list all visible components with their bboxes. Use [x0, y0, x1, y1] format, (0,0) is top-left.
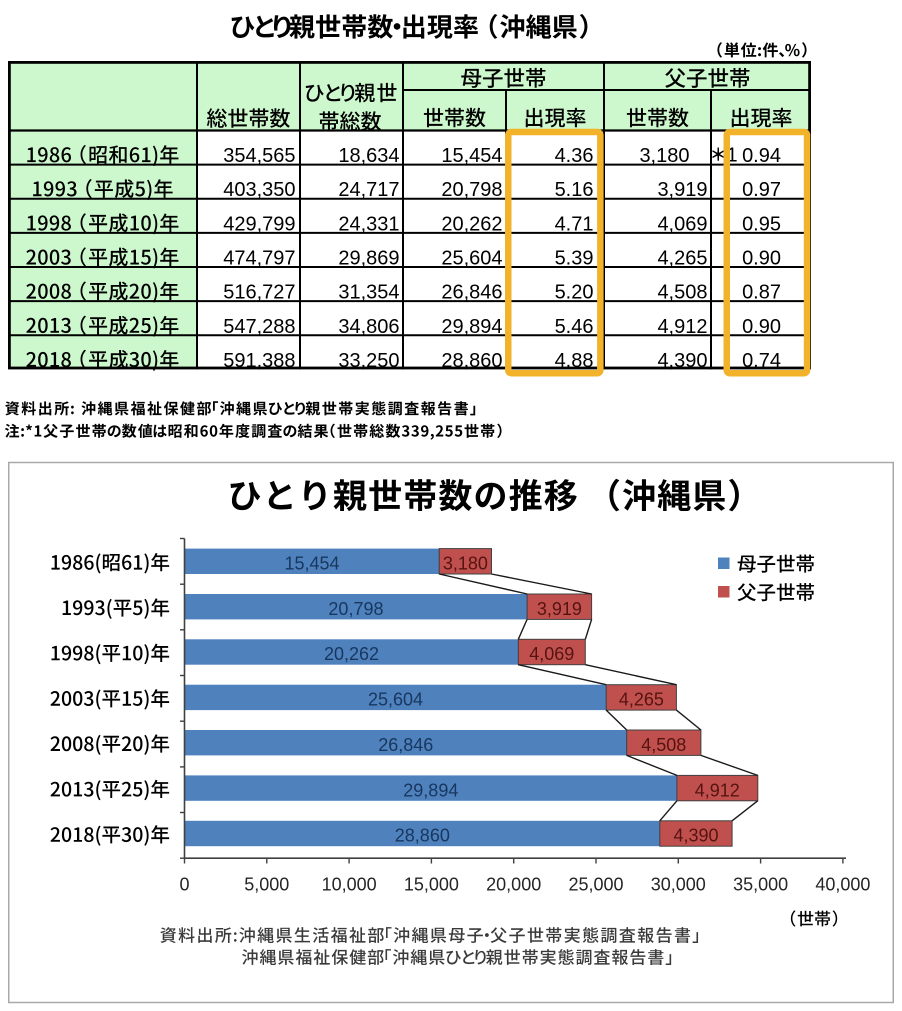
svg-text:0.87: 0.87: [742, 282, 781, 304]
svg-text:0: 0: [179, 875, 189, 895]
svg-text:20,262: 20,262: [324, 644, 379, 664]
svg-text:547,288: 547,288: [223, 316, 295, 338]
svg-text:26,846: 26,846: [441, 282, 502, 304]
svg-text:4,069: 4,069: [529, 644, 574, 664]
svg-text:24,331: 24,331: [338, 213, 399, 235]
svg-text:20,262: 20,262: [441, 213, 502, 235]
svg-text:4,390: 4,390: [673, 826, 718, 846]
svg-text:29,894: 29,894: [403, 780, 458, 800]
svg-text:5.20: 5.20: [555, 282, 594, 304]
svg-text:20,798: 20,798: [441, 179, 502, 201]
svg-text:0.90: 0.90: [742, 316, 781, 338]
svg-text:516,727: 516,727: [223, 282, 295, 304]
svg-text:25,604: 25,604: [441, 247, 502, 269]
svg-text:5,000: 5,000: [244, 875, 289, 895]
svg-text:5.46: 5.46: [555, 316, 594, 338]
svg-text:474,797: 474,797: [223, 247, 295, 269]
svg-text:4,508: 4,508: [641, 735, 686, 755]
svg-text:3,919: 3,919: [537, 599, 582, 619]
svg-text:25,000: 25,000: [568, 875, 623, 895]
svg-text:3,180: 3,180: [639, 145, 689, 167]
svg-text:4,508: 4,508: [657, 282, 707, 304]
svg-text:15,000: 15,000: [404, 875, 459, 895]
svg-text:15,454: 15,454: [441, 145, 502, 167]
svg-text:18,634: 18,634: [338, 145, 399, 167]
svg-text:24,717: 24,717: [338, 179, 399, 201]
svg-text:28,860: 28,860: [441, 350, 502, 372]
svg-text:429,799: 429,799: [223, 213, 295, 235]
svg-text:34,806: 34,806: [338, 316, 399, 338]
svg-text:0.94: 0.94: [742, 145, 781, 167]
svg-text:20,798: 20,798: [328, 599, 383, 619]
svg-text:4,912: 4,912: [657, 316, 707, 338]
svg-text:4,069: 4,069: [657, 213, 707, 235]
svg-text:26,846: 26,846: [378, 735, 433, 755]
svg-text:354,565: 354,565: [223, 145, 295, 167]
svg-text:4,265: 4,265: [619, 690, 664, 710]
svg-text:1: 1: [726, 145, 737, 167]
svg-text:3,180: 3,180: [443, 554, 488, 574]
svg-text:591,388: 591,388: [223, 350, 295, 372]
svg-text:5.39: 5.39: [555, 247, 594, 269]
svg-text:29,869: 29,869: [338, 247, 399, 269]
svg-text:0.97: 0.97: [742, 179, 781, 201]
svg-text:0.74: 0.74: [742, 350, 781, 372]
svg-text:28,860: 28,860: [395, 826, 450, 846]
svg-text:35,000: 35,000: [733, 875, 788, 895]
svg-text:15,454: 15,454: [284, 554, 339, 574]
svg-text:4.71: 4.71: [555, 213, 594, 235]
svg-text:4,912: 4,912: [695, 780, 740, 800]
svg-text:31,354: 31,354: [338, 282, 399, 304]
svg-text:33,250: 33,250: [338, 350, 399, 372]
svg-text:10,000: 10,000: [322, 875, 377, 895]
svg-text:4,390: 4,390: [657, 350, 707, 372]
svg-text:5.16: 5.16: [555, 179, 594, 201]
svg-text:25,604: 25,604: [368, 690, 423, 710]
svg-text:40,000: 40,000: [815, 875, 870, 895]
svg-text:4.36: 4.36: [555, 145, 594, 167]
svg-text:0.90: 0.90: [742, 247, 781, 269]
svg-text:30,000: 30,000: [651, 875, 706, 895]
svg-text:3,919: 3,919: [657, 179, 707, 201]
svg-text:20,000: 20,000: [486, 875, 541, 895]
svg-text:0.95: 0.95: [742, 213, 781, 235]
svg-text:29,894: 29,894: [441, 316, 502, 338]
svg-text:403,350: 403,350: [223, 179, 295, 201]
svg-text:4,265: 4,265: [657, 247, 707, 269]
svg-text:4.88: 4.88: [555, 350, 594, 372]
